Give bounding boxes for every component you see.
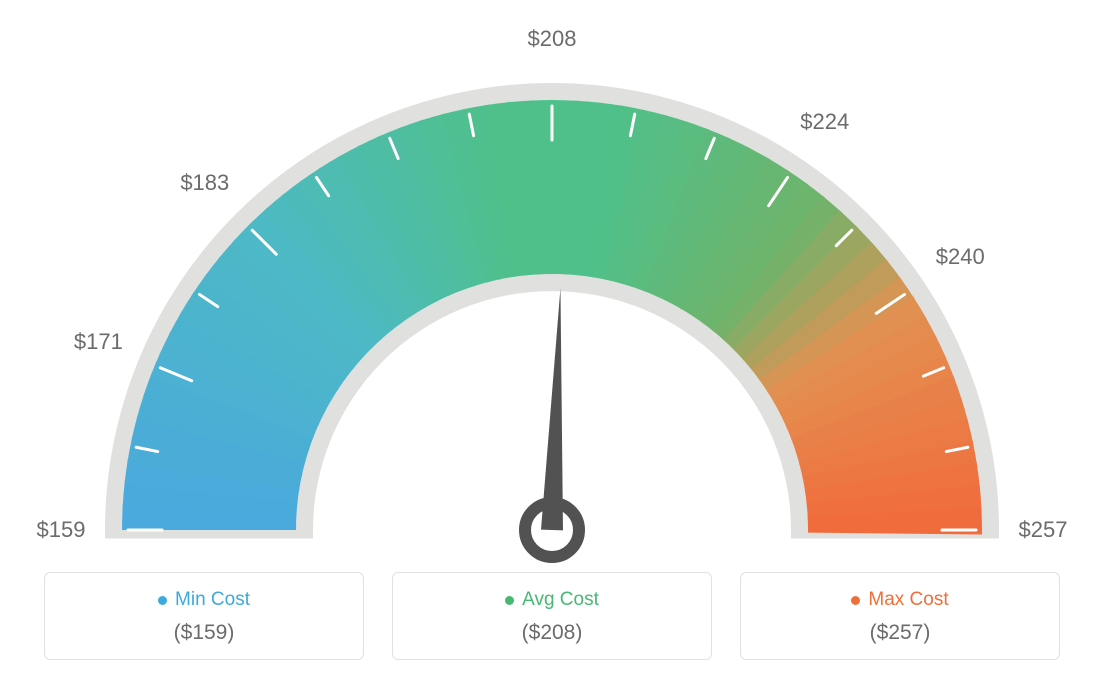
legend-card-min: Min Cost ($159)	[44, 572, 364, 660]
legend-label: Min Cost	[175, 589, 250, 611]
gauge-tick-label: $240	[936, 244, 985, 270]
gauge-tick-label: $208	[528, 26, 577, 52]
legend-dot-max	[851, 596, 860, 605]
legend-label: Max Cost	[868, 589, 948, 611]
legend-title-max: Max Cost	[851, 589, 948, 611]
legend-value: ($159)	[45, 621, 363, 645]
legend-card-max: Max Cost ($257)	[740, 572, 1060, 660]
gauge-tick-label: $171	[74, 329, 123, 355]
legend-title-avg: Avg Cost	[505, 589, 599, 611]
legend-title-min: Min Cost	[158, 589, 250, 611]
legend-value: ($257)	[741, 621, 1059, 645]
gauge-tick-label: $159	[37, 517, 86, 543]
gauge-container: $159 $171 $183 $208 $224 $240 $257	[0, 0, 1104, 560]
gauge-tick-label: $224	[800, 109, 849, 135]
legend-label: Avg Cost	[522, 589, 599, 611]
gauge-chart	[0, 30, 1104, 590]
gauge-needle	[541, 288, 563, 530]
legend-dot-min	[158, 596, 167, 605]
gauge-tick-label: $183	[180, 170, 229, 196]
gauge-tick-label: $257	[1019, 517, 1068, 543]
legend-card-avg: Avg Cost ($208)	[392, 572, 712, 660]
legend-row: Min Cost ($159) Avg Cost ($208) Max Cost ($25…	[0, 572, 1104, 660]
legend-dot-avg	[505, 596, 514, 605]
legend-value: ($208)	[393, 621, 711, 645]
